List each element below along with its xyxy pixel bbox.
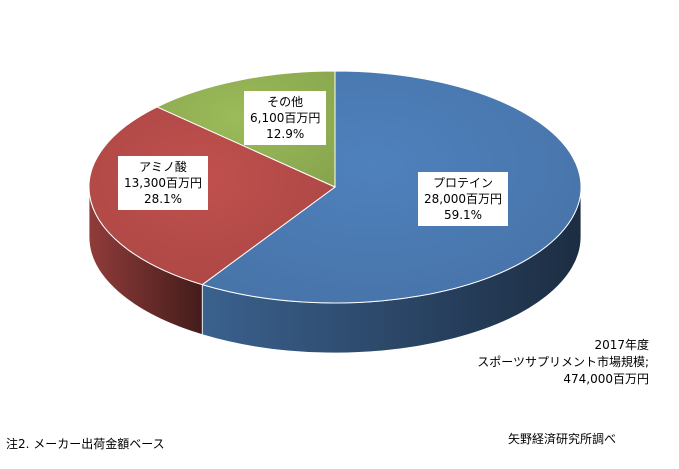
slice-label-protein-percent: 59.1% — [443, 208, 483, 222]
slice-label-amino-name: アミノ酸 — [139, 160, 187, 174]
source-note: 矢野経済研究所調べ — [508, 432, 617, 446]
pie-top — [88, 70, 582, 304]
slice-label-other-percent: 12.9% — [266, 127, 305, 141]
total-value: 474,000百万円 — [563, 372, 649, 386]
slice-top-1 — [88, 106, 336, 286]
slice-label-protein: プロテイン 28,000百万円 59.1% — [418, 172, 508, 226]
total-year: 2017年度 — [594, 338, 649, 352]
slice-label-amino-percent: 28.1% — [143, 192, 183, 206]
market-total-annotation: 2017年度 スポーツサプリメント市場規模; 474,000百万円 — [477, 337, 649, 388]
slice-label-other-name: その他 — [267, 95, 304, 109]
slice-label-other-value: 6,100百万円 — [250, 111, 321, 125]
slice-top-0 — [201, 70, 582, 304]
slice-label-other: その他 6,100百万円 12.9% — [244, 91, 327, 145]
slice-label-amino-value: 13,300百万円 — [124, 176, 202, 190]
slice-label-protein-name: プロテイン — [432, 176, 493, 190]
slice-label-protein-value: 28,000百万円 — [424, 192, 502, 206]
total-title: スポーツサプリメント市場規模; — [477, 355, 649, 369]
slice-label-amino: アミノ酸 13,300百万円 28.1% — [118, 156, 208, 210]
footnote: 注2. メーカー出荷金額ベース — [6, 437, 165, 451]
